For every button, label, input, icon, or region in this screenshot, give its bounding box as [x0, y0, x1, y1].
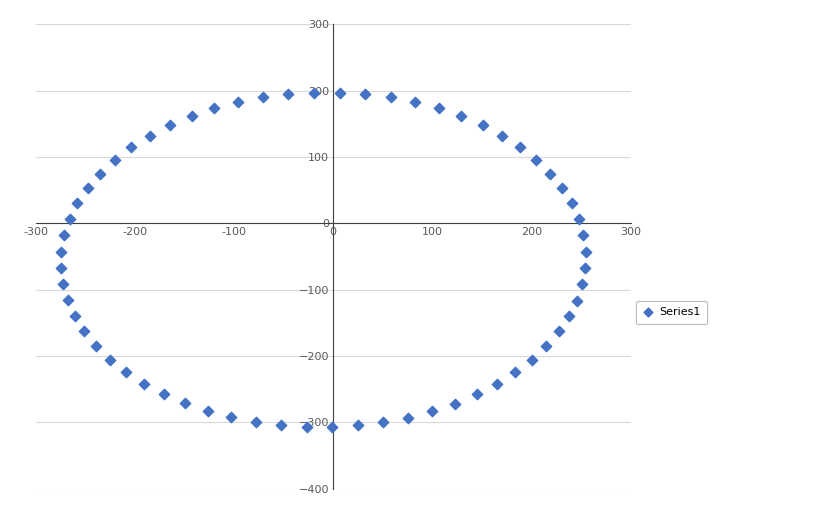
Series1 [577, 231, 590, 239]
Series1 [425, 407, 438, 416]
Series1 [63, 215, 76, 223]
Series1 [178, 399, 191, 407]
Series1 [61, 296, 74, 304]
Series1 [78, 327, 91, 335]
Series1 [300, 423, 313, 431]
Series1 [94, 169, 107, 178]
Series1 [359, 90, 372, 98]
Series1 [55, 247, 68, 255]
Series1 [553, 328, 566, 336]
Series1 [401, 414, 415, 422]
Series1 [232, 98, 245, 106]
Series1 [103, 355, 117, 364]
Series1 [333, 89, 346, 97]
Series1 [579, 264, 592, 272]
Series1 [282, 90, 295, 98]
Series1 [125, 143, 138, 151]
Series1 [89, 342, 103, 350]
Series1 [544, 169, 557, 178]
Series1 [448, 400, 461, 408]
Series1 [143, 131, 156, 140]
Series1 [572, 215, 585, 224]
Series1 [57, 280, 70, 288]
Series1 [470, 390, 483, 399]
Series1 [108, 156, 122, 164]
Series1 [490, 380, 503, 388]
Series1 [496, 132, 509, 140]
Series1 [576, 280, 589, 288]
Series1 [163, 121, 177, 129]
Series1 [120, 368, 133, 376]
Series1 [256, 93, 269, 101]
Series1 [514, 143, 527, 151]
Series1 [208, 104, 221, 112]
Series1 [225, 414, 238, 422]
Series1 [54, 264, 67, 272]
Series1 [556, 184, 569, 193]
Series1 [71, 199, 84, 208]
Series1 [508, 368, 521, 376]
Legend: Series1: Series1 [636, 301, 708, 324]
Series1 [540, 342, 553, 350]
Series1 [158, 390, 171, 399]
Series1 [351, 421, 365, 430]
Series1 [571, 297, 584, 305]
Series1 [525, 355, 539, 364]
Series1 [201, 407, 214, 415]
Series1 [274, 421, 287, 430]
Series1 [579, 248, 592, 256]
Series1 [326, 423, 339, 431]
Series1 [530, 156, 543, 164]
Series1 [565, 199, 578, 208]
Series1 [476, 121, 489, 129]
Series1 [185, 112, 198, 121]
Series1 [68, 312, 81, 320]
Series1 [384, 93, 397, 101]
Series1 [377, 418, 390, 426]
Series1 [250, 418, 263, 426]
Series1 [138, 380, 151, 388]
Series1 [57, 231, 71, 239]
Series1 [81, 184, 94, 192]
Series1 [433, 105, 446, 113]
Series1 [308, 89, 321, 97]
Series1 [409, 98, 422, 106]
Series1 [455, 112, 468, 121]
Series1 [562, 312, 576, 320]
